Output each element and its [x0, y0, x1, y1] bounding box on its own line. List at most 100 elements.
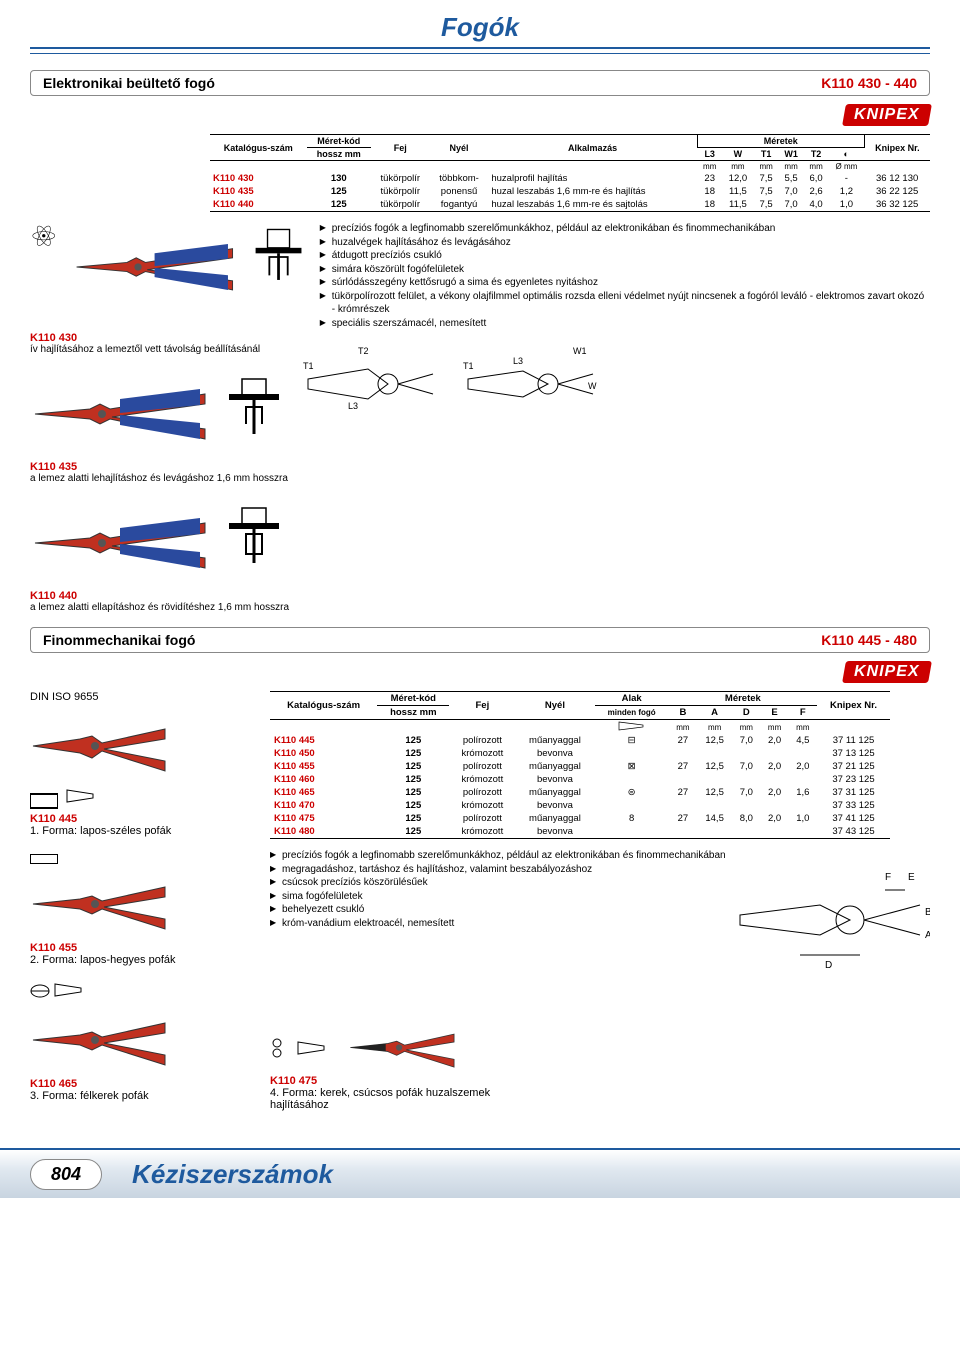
bullet-item: precíziós fogók a legfinomabb szerelőmun… [270, 849, 930, 863]
th2-alak: Alak [595, 692, 669, 706]
th-nyel: Nyél [430, 135, 489, 161]
th2-size: Méret-kód [377, 692, 449, 706]
plier-image-430 [72, 222, 237, 312]
section2-code: K110 445 - 480 [821, 632, 917, 648]
prod-435-desc: a lemez alatti lehajlításhoz és levágásh… [30, 473, 930, 484]
din-standard: DIN ISO 9655 [30, 691, 250, 703]
table-row: K110 465 [270, 786, 377, 799]
halfround-icon [30, 984, 50, 998]
brand-logo-row: KNIPEX [30, 104, 930, 126]
jaw-icon [53, 982, 83, 998]
th-app: Alkalmazás [488, 135, 697, 161]
bullet-item: simára köszörült fogófelületek [320, 263, 930, 277]
bullet-item: súrlódásszegény kettősrugó a sima és egy… [320, 276, 930, 290]
section-header-2: Finommechanikai fogó K110 445 - 480 [30, 627, 930, 653]
schematic-430 [251, 222, 306, 292]
svg-text:W1: W1 [573, 346, 587, 356]
spec-table-2: Katalógus-szám Méret-kód Fej Nyél Alak M… [270, 691, 890, 839]
svg-text:L3: L3 [348, 401, 358, 411]
th2-meretek: Méretek [669, 692, 817, 706]
plier-image-465 [30, 1005, 170, 1075]
prod-465-code: K110 465 [30, 1078, 250, 1090]
prod-475-code: K110 475 [270, 1075, 930, 1087]
bullet-item: behelyezett csukló [270, 903, 930, 917]
bullet-item: króm-vanádium elektroacél, nemesített [270, 917, 930, 931]
prod-445-code: K110 445 [30, 813, 250, 825]
bullet-item: sima fogófelületek [270, 890, 930, 904]
th-cat: Katalógus-szám [210, 135, 307, 161]
th-t2: T2 [804, 148, 829, 161]
feature-bullets-2: precíziós fogók a legfinomabb szerelőmun… [270, 849, 930, 930]
atom-icon [30, 222, 58, 253]
th-size: Méret-kód [307, 135, 371, 148]
prod-455-code: K110 455 [30, 942, 250, 954]
table-row: K110 475 [270, 812, 377, 825]
table-row: K110 480 [270, 825, 377, 839]
prod-465-desc: 3. Forma: félkerek pofák [30, 1090, 250, 1102]
th2-fej: Fej [449, 692, 515, 720]
th2-size-unit: hossz mm [377, 706, 449, 720]
th-w1: W1 [779, 148, 804, 161]
bullet-item: huzalvégek hajlításához és levágásához [320, 236, 930, 250]
plier-image-435 [30, 369, 210, 459]
th-meretek: Méretek [697, 135, 864, 148]
svg-text:T1: T1 [463, 361, 474, 371]
table-row: K110 470 [270, 799, 377, 812]
table-row: K110 445 [270, 734, 377, 747]
schematic-440 [224, 498, 284, 568]
plier-image-475 [338, 1020, 468, 1075]
bullet-item: átdugott precíziós csukló [320, 249, 930, 263]
bullet-item: tükörpolírozott felület, a vékony olajfi… [320, 290, 930, 317]
th-w: W [722, 148, 754, 161]
prod-475-desc: 4. Forma: kerek, csúcsos pofák huzalszem… [270, 1087, 510, 1111]
section2-title: Finommechanikai fogó [43, 632, 195, 648]
section1-title: Elektronikai beültető fogó [43, 75, 215, 91]
prod-445-desc: 1. Forma: lapos-széles pofák [30, 825, 250, 837]
svg-text:A: A [925, 930, 930, 941]
bullet-item: speciális szerszámacél, nemesített [320, 317, 930, 331]
bullet-item: precíziós fogók a legfinomabb szerelőmun… [320, 222, 930, 236]
plier-image-455 [30, 869, 170, 939]
table-row: K110 455 [270, 760, 377, 773]
prod-440-desc: a lemez alatti ellapításhoz és rövidítés… [30, 602, 930, 613]
prod-455-desc: 2. Forma: lapos-hegyes pofák [30, 954, 250, 966]
footer-title: Kéziszerszámok [132, 1159, 333, 1190]
knipex-logo: KNIPEX [842, 104, 931, 126]
svg-text:L3: L3 [513, 356, 523, 366]
plier-image-440 [30, 498, 210, 588]
shape-icons-455 [30, 853, 250, 865]
shape-icons-445 [30, 788, 250, 809]
page-title: Fogók [0, 0, 960, 47]
svg-text:T1: T1 [303, 361, 314, 371]
th2-nyel: Nyél [515, 692, 594, 720]
plier-image-445 [30, 711, 170, 781]
prod-440-code: K110 440 [30, 590, 930, 602]
jaw-icon [296, 1040, 326, 1056]
prod-435-code: K110 435 [30, 461, 930, 473]
round-icon [270, 1038, 284, 1058]
table-row: K110 460 [270, 773, 377, 786]
schematic-435 [224, 369, 284, 439]
th-d: ◐ [829, 148, 865, 161]
table-row: K110 440 [210, 198, 307, 212]
table-row: K110 430 [210, 172, 307, 185]
bullet-item: csúcsok precíziós köszörülésűek [270, 876, 930, 890]
page-number: 804 [30, 1159, 102, 1190]
th-l3: L3 [697, 148, 722, 161]
dim-diagram-side: T1 T2 L3 [298, 339, 438, 429]
shape-icons-465 [30, 982, 250, 1001]
dim-diagram-top: T1 W1 L3 W [458, 339, 598, 429]
feature-bullets-1: precíziós fogók a legfinomabb szerelőmun… [320, 222, 930, 330]
jaw-icon [65, 788, 95, 804]
th2-cat: Katalógus-szám [270, 692, 377, 720]
spec-table-1: Katalógus-szám Méret-kód Fej Nyél Alkalm… [210, 134, 930, 212]
page-footer: 804 Kéziszerszámok [0, 1148, 960, 1198]
bullet-item: megragadáshoz, tartáshoz és hajlításhoz,… [270, 863, 930, 877]
title-rule [0, 47, 960, 62]
jaw-mini-icon [617, 721, 647, 731]
section-header-1: Elektronikai beültető fogó K110 430 - 44… [30, 70, 930, 96]
table-row: K110 435 [210, 185, 307, 198]
th2-alak-sub: minden fogó [595, 706, 669, 720]
th-fej: Fej [371, 135, 430, 161]
section1-code: K110 430 - 440 [821, 75, 917, 91]
